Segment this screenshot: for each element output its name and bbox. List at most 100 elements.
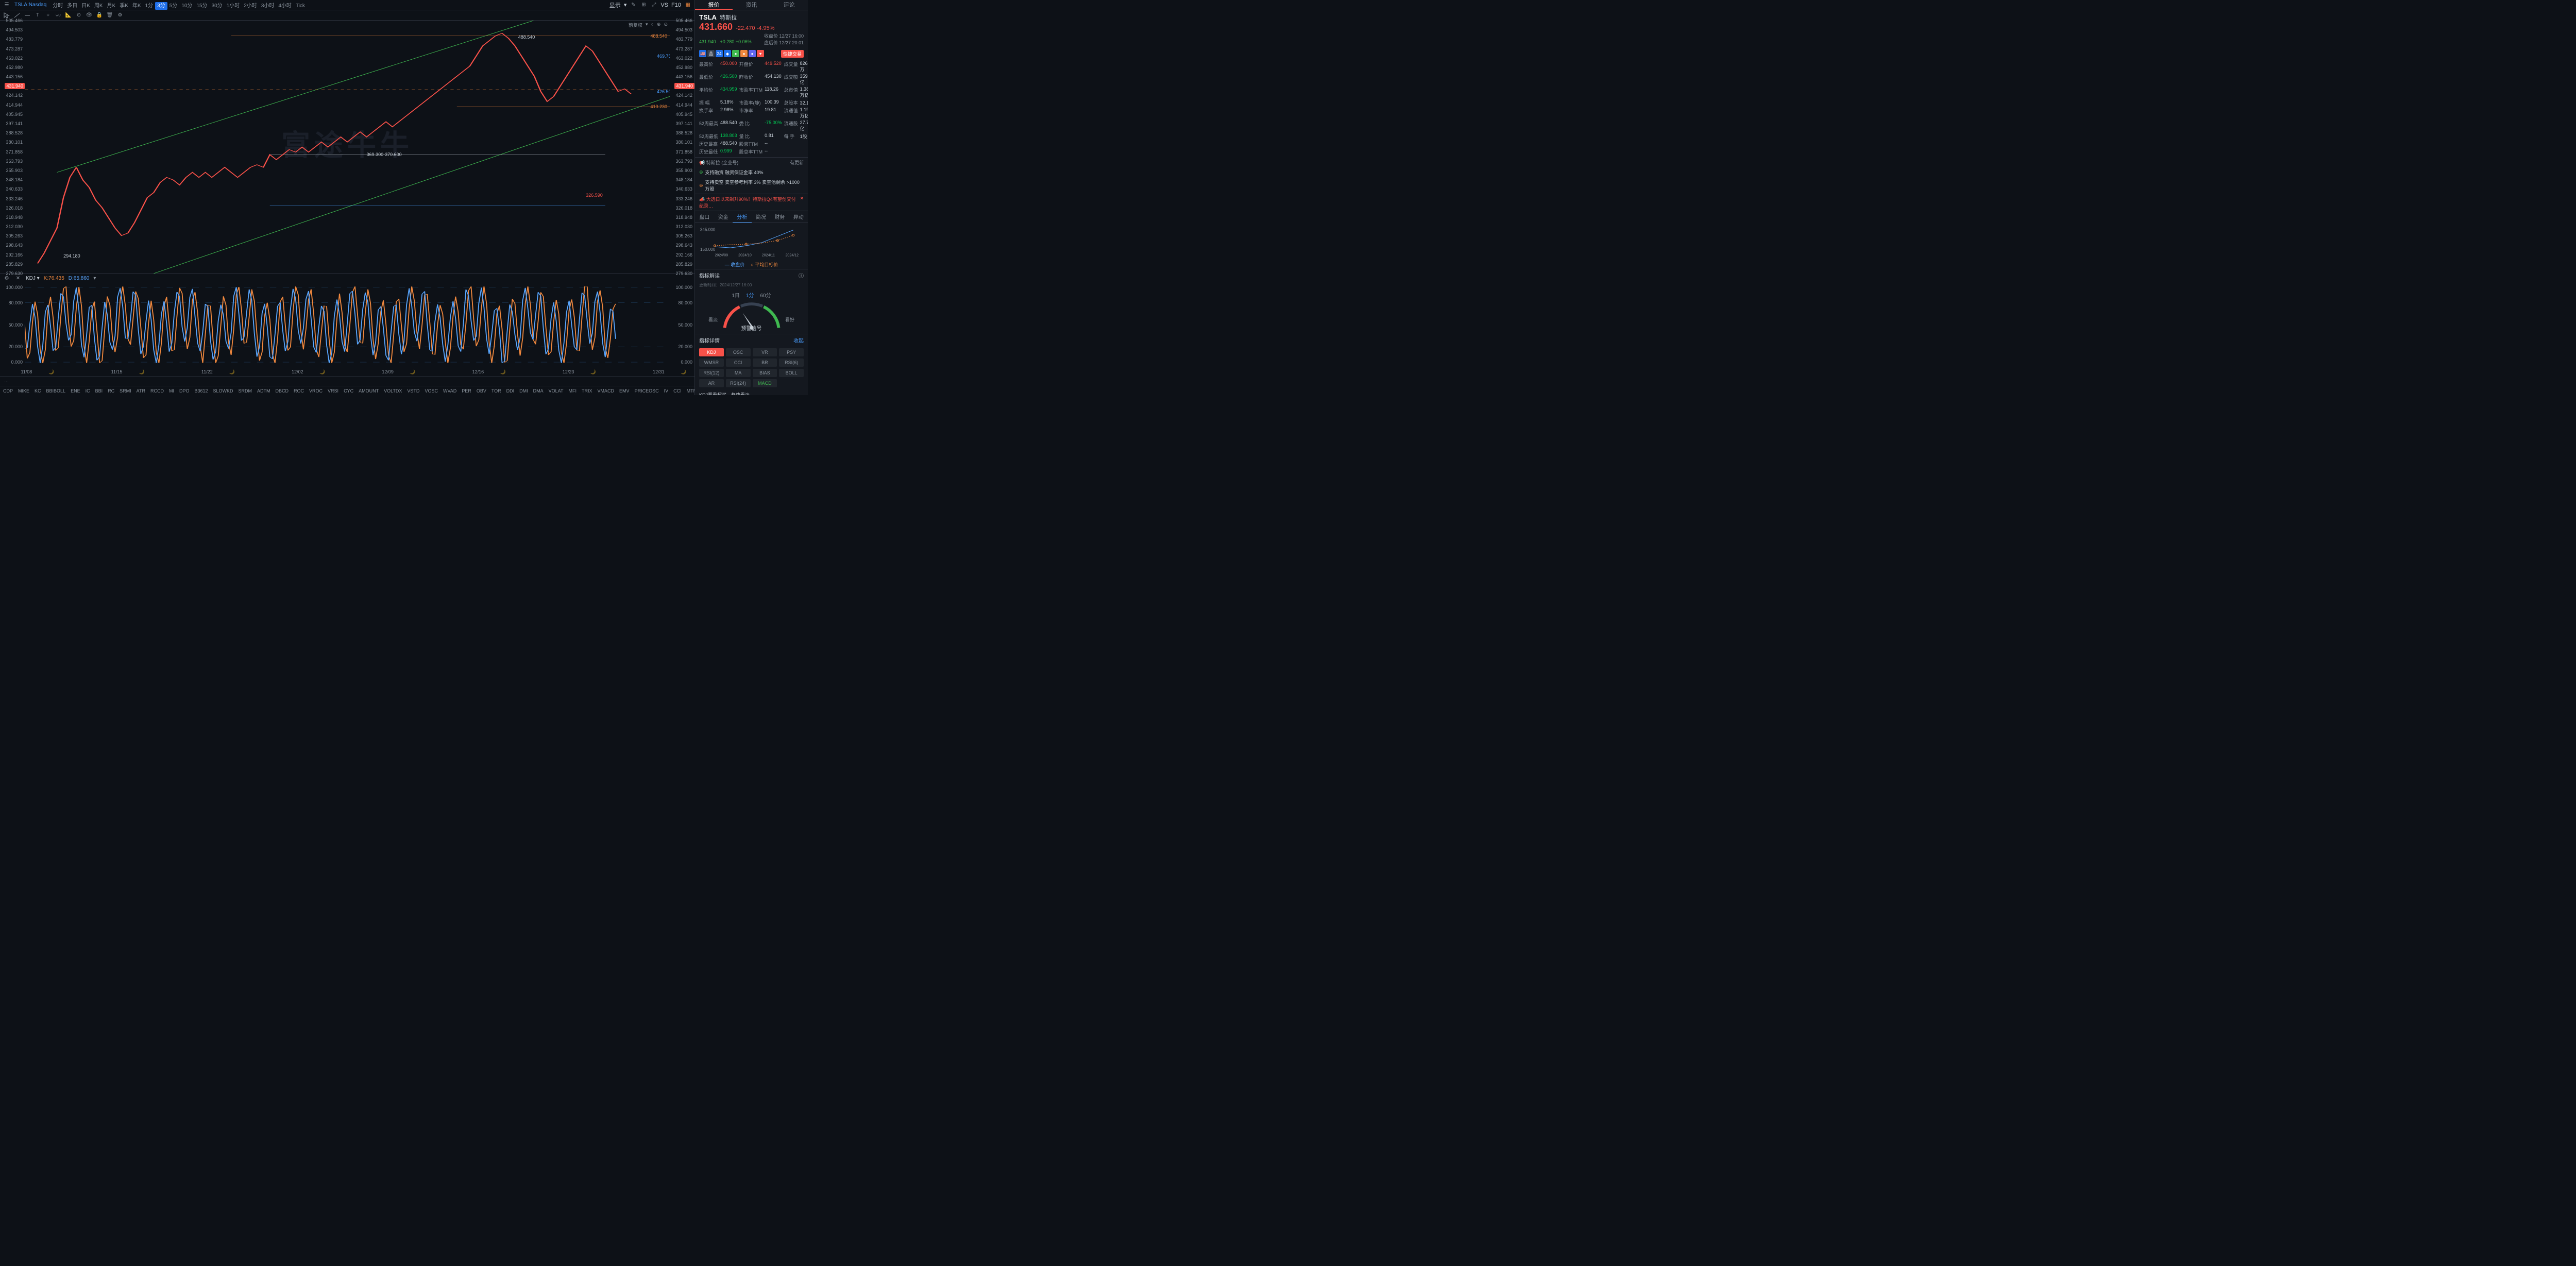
chevron-down-icon[interactable]: ▾ [93,276,96,281]
indicator-cdp[interactable]: CDP [3,388,13,394]
timeframe-1小时[interactable]: 1小时 [225,2,242,10]
indicator-dpo[interactable]: DPO [179,388,190,394]
ind-btn-psy[interactable]: PSY [779,348,804,356]
sub-tab-资金[interactable]: 资金 [714,211,733,223]
text-icon[interactable]: T [34,12,41,19]
display-dropdown[interactable]: 显示 [609,1,621,9]
layout-icon[interactable]: ▦ [684,2,691,9]
close-icon[interactable]: ✕ [800,196,804,209]
timeframe-Tick[interactable]: Tick [294,2,307,10]
chart-tool-2[interactable]: ⊕ [657,22,661,28]
hline-icon[interactable] [24,12,31,19]
chart-tool-3[interactable]: ⊙ [664,22,668,28]
tool-icon-2[interactable]: ⊞ [640,2,647,9]
ind-btn-boll[interactable]: BOLL [779,369,804,377]
vs-button[interactable]: VS [660,2,668,8]
brush-icon[interactable]: 〰 [55,12,62,19]
ind-btn-cci[interactable]: CCI [726,358,751,367]
indicator-cci[interactable]: CCI [673,388,682,394]
indicator-mtm[interactable]: MTM [687,388,694,394]
indicator-cyc[interactable]: CYC [344,388,353,394]
indicator-trix[interactable]: TRIX [582,388,592,394]
indicator-vroc[interactable]: VROC [309,388,323,394]
list-icon[interactable]: ☰ [3,2,10,9]
indicator-slowkd[interactable]: SLOWKD [213,388,233,394]
indicator-bbi[interactable]: BBI [95,388,103,394]
timeframe-月K[interactable]: 月K [105,2,118,10]
lock-icon[interactable]: 🔒 [96,12,103,19]
indicator-iv[interactable]: IV [664,388,669,394]
indicator-vstd[interactable]: VSTD [407,388,419,394]
timeframe-5分[interactable]: 5分 [167,2,180,10]
shape-icon[interactable]: ○ [44,12,52,19]
timeframe-多日[interactable]: 多日 [65,2,79,10]
ind-btn-kdj[interactable]: KDJ [699,348,724,356]
indicator-vosc[interactable]: VOSC [425,388,438,394]
indicator-wvad[interactable]: WVAD [443,388,456,394]
tool-icon-1[interactable]: ✎ [630,2,637,9]
tool-icon-3[interactable]: ⤢ [650,2,657,9]
more-link[interactable]: 有更新 [790,159,804,166]
price-chart[interactable]: 505.466494.503483.779473.287463.022452.9… [0,21,694,273]
indicator-roc[interactable]: ROC [294,388,304,394]
indicator-b3612[interactable]: B3612 [194,388,208,394]
info-icon[interactable]: ⓘ [799,271,804,279]
ind-btn-osc[interactable]: OSC [726,348,751,356]
sub-tab-分析[interactable]: 分析 [733,211,752,223]
ind-btn-wmsr[interactable]: WMSR [699,358,724,367]
indicator-volat[interactable]: VOLAT [549,388,564,394]
magnet-icon[interactable]: ⊙ [75,12,82,19]
rights-dropdown[interactable]: 前复权 [629,22,642,28]
tf-pill-1日[interactable]: 1日 [732,291,740,299]
indicator-dma[interactable]: DMA [533,388,544,394]
ind-btn-vr[interactable]: VR [753,348,777,356]
news-row[interactable]: 📣 大选日以来飙升90%！特斯拉Q4有望创交付纪录… ✕ [695,194,808,211]
indicator-adtm[interactable]: ADTM [257,388,270,394]
timeframe-2小时[interactable]: 2小时 [242,2,259,10]
indicator-priceosc[interactable]: PRICEOSC [635,388,659,394]
indicator-mike[interactable]: MIKE [18,388,29,394]
ind-btn-ar[interactable]: AR [699,379,724,387]
indicator-amount[interactable]: AMOUNT [359,388,379,394]
quick-trade-button[interactable]: 快捷交易 [781,50,804,58]
sub-tab-财务[interactable]: 财务 [770,211,789,223]
ind-btn-rsi(24)[interactable]: RSI(24) [726,379,751,387]
indicator-ddi[interactable]: DDI [506,388,515,394]
timeframe-分时[interactable]: 分时 [50,2,65,10]
indicator-emv[interactable]: EMV [619,388,630,394]
timeframe-日K[interactable]: 日K [79,2,92,10]
indicator-srdm[interactable]: SRDM [239,388,252,394]
indicator-atr[interactable]: ATR [137,388,145,394]
sub-tab-简况[interactable]: 简况 [752,211,771,223]
indicator-vrsi[interactable]: VRSI [328,388,338,394]
sub-tab-异动[interactable]: 异动 [789,211,808,223]
timeframe-4小时[interactable]: 4小时 [276,2,294,10]
kdj-surface[interactable] [25,282,670,367]
sub-tab-盘口[interactable]: 盘口 [695,211,714,223]
indicator-vmacd[interactable]: VMACD [598,388,615,394]
chart-plot[interactable]: 富途牛牛 488.540488.540469.750426.500410.230… [25,21,670,273]
ind-btn-rsi(6)[interactable]: RSI(6) [779,358,804,367]
side-tab-评论[interactable]: 评论 [770,0,808,10]
timeframe-3小时[interactable]: 3小时 [259,2,277,10]
timeframe-3分[interactable]: 3分 [155,2,167,10]
indicator-dmi[interactable]: DMI [519,388,528,394]
indicator-dbcd[interactable]: DBCD [276,388,289,394]
ticker-tab[interactable]: TSLA:Nasdaq [11,1,49,9]
timeframe-10分[interactable]: 10分 [179,2,194,10]
indicator-ic[interactable]: IC [86,388,90,394]
eye-icon[interactable]: 👁 [86,12,93,19]
timeframe-年K[interactable]: 年K [130,2,143,10]
indicator-bbiboll[interactable]: BBIBOLL [46,388,66,394]
indicator-rccd[interactable]: RCCD [150,388,164,394]
indicator-obv[interactable]: OBV [477,388,486,394]
indicator-per[interactable]: PER [462,388,471,394]
trash-icon[interactable]: 🗑 [106,12,113,19]
tf-pill-60分[interactable]: 60分 [760,291,771,299]
ruler-icon[interactable]: 📐 [65,12,72,19]
mini-chart[interactable]: 345.000 150.000 2024/09 2024/10 2024/11 … [699,225,804,258]
indicator-voltdx[interactable]: VOLTDX [384,388,402,394]
side-tab-报价[interactable]: 报价 [695,0,733,10]
indicator-srmi[interactable]: SRMI [120,388,131,394]
indicator-read-header[interactable]: 指标解读ⓘ [695,269,808,281]
